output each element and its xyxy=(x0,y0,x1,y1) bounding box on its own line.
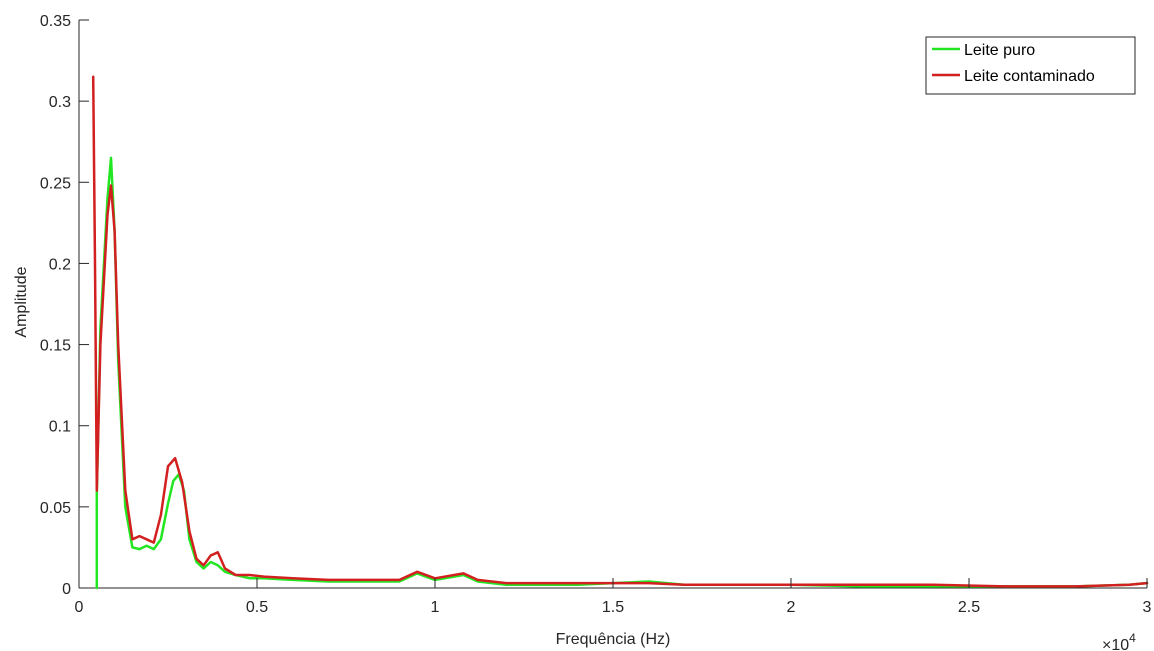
x-exponent-label: ×104 xyxy=(1102,631,1136,651)
y-axis-label: Amplitude xyxy=(13,266,30,337)
x-tick-label: 0.5 xyxy=(246,599,268,616)
y-tick-label: 0 xyxy=(62,581,71,598)
series-line-leite-contaminado xyxy=(91,75,1149,588)
legend: Leite puro Leite contaminado xyxy=(925,36,1136,95)
legend-label: Leite contaminado xyxy=(964,68,1095,85)
x-tick-label: 2 xyxy=(787,599,796,616)
y-tick-label: 0.1 xyxy=(49,419,71,436)
y-tick-label: 0.05 xyxy=(40,500,71,517)
y-tick-label: 0.3 xyxy=(49,94,71,111)
y-tick-label: 0.35 xyxy=(40,13,71,30)
x-tick-label: 3 xyxy=(1143,599,1152,616)
x-tick-label: 0 xyxy=(75,599,84,616)
y-tick-label: 0.2 xyxy=(49,256,71,273)
series-line-leite-puro xyxy=(95,156,1149,590)
x-tick-label: 2.5 xyxy=(958,599,980,616)
y-tick-label: 0.25 xyxy=(40,175,71,192)
series-layer xyxy=(91,75,1149,590)
legend-label: Leite puro xyxy=(964,42,1035,59)
x-tick-label: 1.5 xyxy=(602,599,624,616)
y-tick-label: 0.15 xyxy=(40,338,71,355)
ticks-layer: 0 0.5 1 1.5 2 2.5 3 0 0.05 0.1 0.15 0.2 0.25 0.3 0.35 xyxy=(40,13,1152,616)
legend-box xyxy=(925,36,1136,95)
x-axis-label: Frequência (Hz) xyxy=(556,631,671,648)
axes xyxy=(78,20,1147,589)
x-tick-label: 1 xyxy=(431,599,440,616)
